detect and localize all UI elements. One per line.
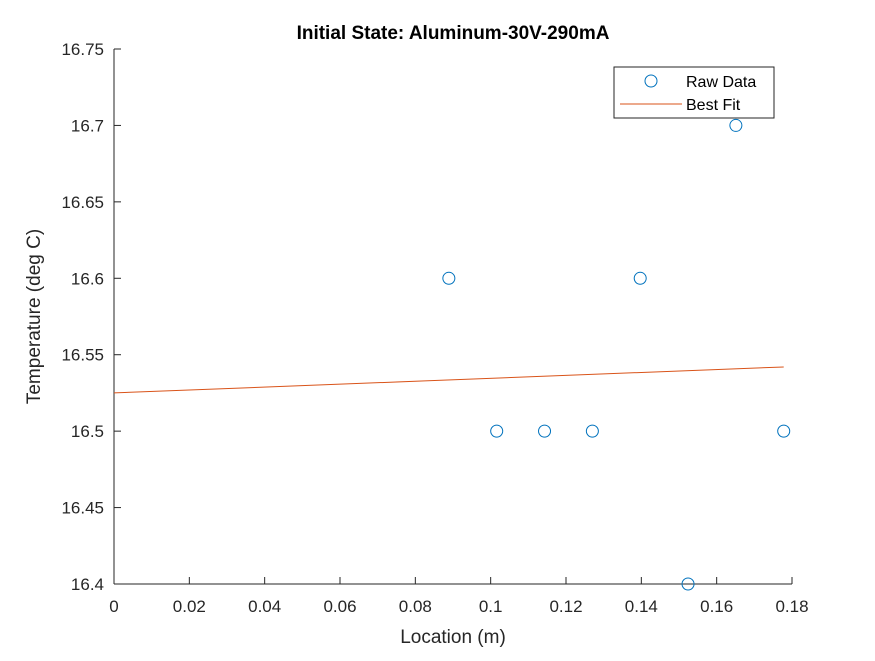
- y-tick-label: 16.4: [71, 575, 104, 594]
- legend: Raw Data Best Fit: [613, 66, 775, 119]
- x-axis-ticks: 0 0.02 0.04 0.06 0.08 0.1 0.12 0.14 0.16 0.18: [109, 577, 809, 616]
- x-tick-label: 0.16: [700, 597, 733, 616]
- y-tick-label: 16.75: [61, 40, 104, 59]
- x-tick-label: 0.14: [625, 597, 658, 616]
- data-point: [681, 577, 695, 591]
- data-point: [585, 424, 599, 438]
- x-tick-label: 0.1: [479, 597, 503, 616]
- x-axis-label: Location (m): [400, 627, 506, 648]
- data-point: [538, 424, 552, 438]
- legend-marker-swatch: [644, 74, 658, 88]
- axes: [113, 49, 792, 585]
- x-tick-label: 0.02: [173, 597, 206, 616]
- legend-label: Best Fit: [686, 97, 741, 114]
- x-tick-label: 0.12: [549, 597, 582, 616]
- x-tick-label: 0: [109, 597, 118, 616]
- data-point: [777, 424, 791, 438]
- y-axis-label: Temperature (deg C): [24, 229, 45, 404]
- x-tick-label: 0.06: [323, 597, 356, 616]
- plot-area: [114, 49, 792, 584]
- legend-box: [613, 66, 775, 119]
- y-tick-label: 16.55: [61, 346, 104, 365]
- y-axis-ticks: 16.4 16.45 16.5 16.55 16.6 16.65 16.7 16.75: [61, 40, 121, 594]
- y-tick-label: 16.5: [71, 422, 104, 441]
- series-layer: [113, 118, 791, 591]
- x-tick-label: 0.04: [248, 597, 281, 616]
- y-tick-label: 16.45: [61, 499, 104, 518]
- y-tick-label: 16.7: [71, 116, 104, 135]
- data-point: [442, 271, 456, 285]
- legend-label: Raw Data: [686, 74, 756, 91]
- y-tick-label: 16.6: [71, 269, 104, 288]
- data-point: [490, 424, 504, 438]
- x-tick-label: 0.08: [399, 597, 432, 616]
- y-tick-label: 16.65: [61, 193, 104, 212]
- data-point: [633, 271, 647, 285]
- chart-title: Initial State: Aluminum-30V-290mA: [297, 23, 610, 44]
- x-tick-label: 0.18: [775, 597, 808, 616]
- data-point: [729, 118, 743, 132]
- best-fit-line: [113, 366, 784, 394]
